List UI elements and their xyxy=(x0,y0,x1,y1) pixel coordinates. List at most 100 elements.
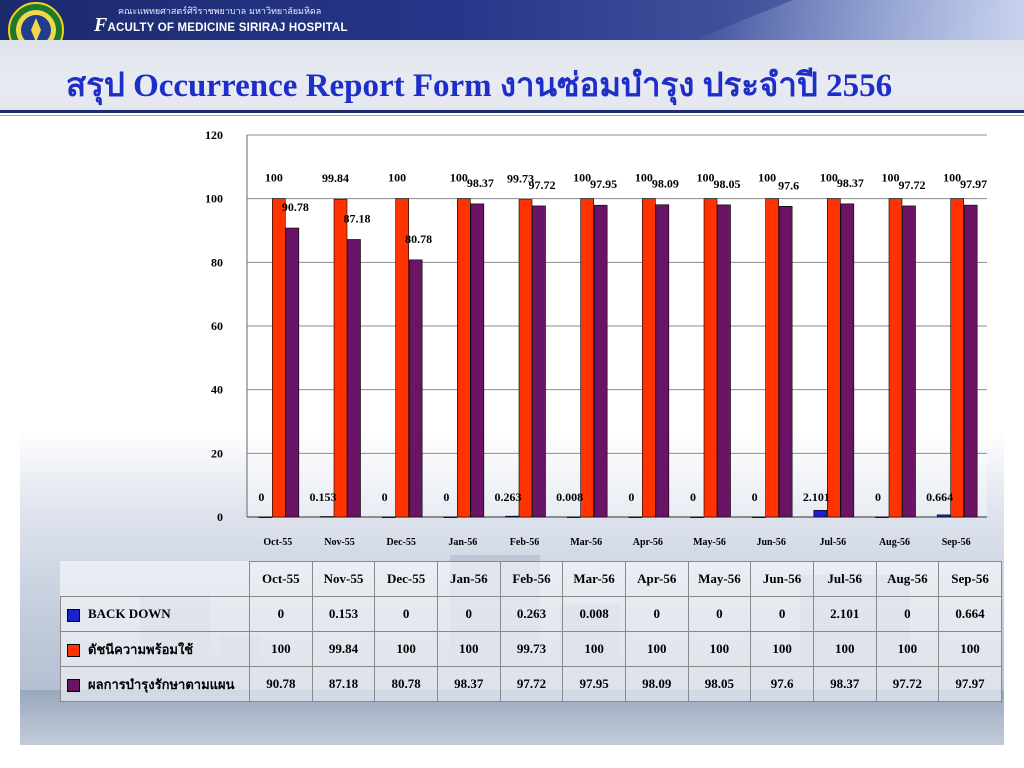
x-tick-label: May-56 xyxy=(693,537,726,548)
bar-backdown xyxy=(690,516,704,518)
legend-series-name: ผลการบำรุงรักษาตามแผน xyxy=(88,676,235,692)
x-tick-label: Nov-55 xyxy=(324,537,355,548)
data-table: Oct-55 Nov-55 Dec-55 Jan-56 Feb-56 Mar-56 Apr-… xyxy=(60,561,1002,702)
table-cell: 0.153 xyxy=(311,596,376,632)
data-label-readiness: 100 xyxy=(573,171,591,185)
bar-maintenance xyxy=(902,205,916,518)
table-cell: 0 xyxy=(687,596,752,632)
table-cell: 97.72 xyxy=(499,666,564,702)
table-cell: 97.72 xyxy=(875,666,940,702)
data-label-maintenance: 97.95 xyxy=(590,177,617,191)
data-label-readiness: 99.84 xyxy=(322,171,349,185)
data-label-backdown: 0.153 xyxy=(310,490,337,504)
table-series-label: ผลการบำรุงรักษาตามแผน xyxy=(60,666,250,702)
bar-readiness xyxy=(642,198,656,518)
institution-english-name: FACULTY OF MEDICINE SIRIRAJ HOSPITAL xyxy=(94,14,348,37)
data-label-maintenance: 98.37 xyxy=(837,176,864,190)
data-label-readiness: 100 xyxy=(635,171,653,185)
bar-backdown xyxy=(813,510,828,518)
data-label-readiness: 100 xyxy=(697,171,715,185)
data-label-maintenance: 97.72 xyxy=(529,178,556,192)
bar-maintenance xyxy=(408,259,423,518)
bar-chart: 0 20 40 60 80 100 120 Oct-55 0 100 90.78 Nov-55 0.15… xyxy=(205,128,987,548)
table-column-header: Aug-56 xyxy=(875,561,940,597)
y-tick-label: 40 xyxy=(211,383,223,397)
data-label-readiness: 100 xyxy=(758,171,776,185)
data-label-readiness: 100 xyxy=(388,171,406,185)
table-cell: 100 xyxy=(938,631,1002,667)
table-cell: 2.101 xyxy=(812,596,877,632)
bar-maintenance xyxy=(593,204,608,518)
bar-backdown xyxy=(751,516,766,518)
data-label-backdown: 0.008 xyxy=(556,490,583,504)
table-cell: 0.664 xyxy=(938,596,1002,632)
data-label-readiness: 99.73 xyxy=(507,172,534,186)
bar-backdown xyxy=(258,516,273,518)
table-column-header: Oct-55 xyxy=(249,561,313,597)
data-label-readiness: 100 xyxy=(450,171,468,185)
table-cell: 100 xyxy=(436,631,501,667)
x-tick-label: Dec-55 xyxy=(386,537,415,548)
table-cell: 0 xyxy=(624,596,689,632)
table-cell: 97.95 xyxy=(562,666,626,702)
bar-readiness xyxy=(518,199,533,518)
data-label-backdown: 2.101 xyxy=(803,490,830,504)
bar-readiness xyxy=(580,198,594,518)
data-label-readiness: 100 xyxy=(943,171,961,185)
table-cell: 97.97 xyxy=(938,666,1002,702)
institution-initial: F xyxy=(94,14,108,36)
bar-maintenance xyxy=(963,204,978,518)
bar-readiness xyxy=(765,198,779,518)
table-column-header: Jul-56 xyxy=(812,561,877,597)
table-cell: 0.008 xyxy=(562,596,626,632)
table-cell: 98.37 xyxy=(436,666,501,702)
table-column-header: Nov-55 xyxy=(311,561,376,597)
table-cell: 90.78 xyxy=(249,666,313,702)
data-label-backdown: 0.664 xyxy=(926,490,953,504)
y-tick-label: 20 xyxy=(211,446,223,460)
bar-maintenance xyxy=(347,239,361,518)
data-label-readiness: 100 xyxy=(265,171,283,185)
table-cell: 80.78 xyxy=(374,666,438,702)
table-cell: 100 xyxy=(249,631,313,667)
data-label-maintenance: 97.6 xyxy=(778,178,799,192)
table-column-header: Jan-56 xyxy=(436,561,501,597)
bar-maintenance xyxy=(717,204,731,518)
data-label-backdown: 0 xyxy=(752,490,758,504)
data-label-backdown: 0 xyxy=(628,490,634,504)
bar-backdown xyxy=(320,516,334,518)
legend-swatch xyxy=(67,608,80,622)
page-title: สรุป Occurrence Report Form งานซ่อมบำรุง… xyxy=(66,68,893,104)
table-cell: 100 xyxy=(624,631,689,667)
bar-backdown xyxy=(566,516,581,518)
bar-readiness xyxy=(457,198,471,518)
table-series-label: ดัชนีความพร้อมใช้ xyxy=(60,631,250,667)
legend-series-name: ดัชนีความพร้อมใช้ xyxy=(88,641,194,657)
table-cell: 0 xyxy=(374,596,438,632)
y-tick-label: 0 xyxy=(217,510,223,524)
x-tick-label: Jun-56 xyxy=(756,537,785,548)
data-label-readiness: 100 xyxy=(882,171,900,185)
table-cell: 98.37 xyxy=(812,666,877,702)
x-tick-label: Aug-56 xyxy=(879,537,910,548)
table-column-header: Mar-56 xyxy=(562,561,626,597)
table-cell: 0 xyxy=(436,596,501,632)
data-label-maintenance: 98.05 xyxy=(714,177,741,191)
bar-readiness xyxy=(272,198,286,518)
table-cell: 0 xyxy=(249,596,313,632)
x-tick-label: Apr-56 xyxy=(633,537,663,548)
bar-backdown xyxy=(443,516,458,518)
x-tick-label: Oct-55 xyxy=(263,537,292,548)
x-tick-label: Feb-56 xyxy=(510,537,539,548)
table-series-label: BACK DOWN xyxy=(60,596,250,632)
x-tick-label: Sep-56 xyxy=(942,537,971,548)
institution-thai-name: คณะแพทยศาสตร์ศิริราชพยาบาล มหาวิทยาลัยมห… xyxy=(118,7,322,17)
y-tick-label: 80 xyxy=(211,255,223,269)
table-row: ดัชนีความพร้อมใช้ 100 99.84 100 100 99.73 100 1… xyxy=(60,631,1002,667)
y-tick-label: 60 xyxy=(211,319,223,333)
table-column-header: May-56 xyxy=(687,561,752,597)
legend-swatch xyxy=(67,679,80,693)
bar-maintenance xyxy=(840,203,855,518)
title-divider-thin xyxy=(0,115,1024,116)
data-label-backdown: 0 xyxy=(443,490,449,504)
